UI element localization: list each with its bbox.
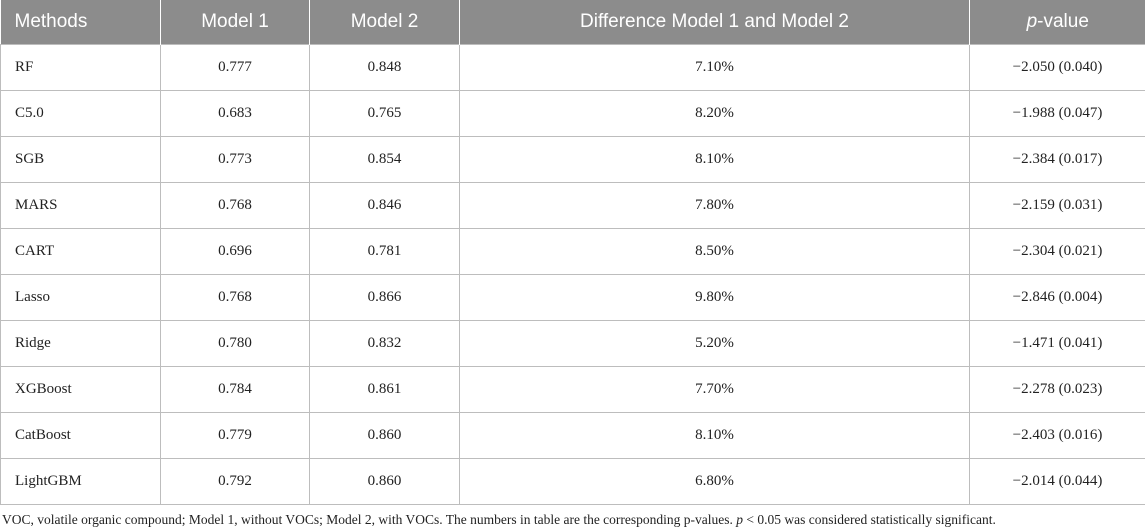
cell-model2: 0.866 (309, 274, 460, 321)
table-body: RF 0.777 0.848 7.10% −2.050 (0.040) C5.0 0.683… (0, 44, 1145, 505)
cell-method: C5.0 (0, 90, 161, 137)
cell-model1: 0.773 (160, 136, 310, 183)
cell-model2: 0.860 (309, 412, 460, 459)
cell-difference: 8.10% (459, 136, 970, 183)
cell-method: LightGBM (0, 458, 161, 505)
cell-method: Lasso (0, 274, 161, 321)
cell-difference: 7.80% (459, 182, 970, 229)
table-header: Methods Model 1 Model 2 Difference Model… (0, 0, 1145, 45)
cell-method: CART (0, 228, 161, 275)
cell-model2: 0.765 (309, 90, 460, 137)
table-row: LightGBM 0.792 0.860 6.80% −2.014 (0.044) (0, 458, 1145, 505)
header-difference: Difference Model 1 and Model 2 (459, 0, 970, 45)
cell-pvalue: −2.159 (0.031) (969, 182, 1145, 229)
cell-difference: 8.50% (459, 228, 970, 275)
cell-difference: 8.10% (459, 412, 970, 459)
cell-difference: 5.20% (459, 320, 970, 367)
cell-model2: 0.854 (309, 136, 460, 183)
cell-model1: 0.792 (160, 458, 310, 505)
table-row: XGBoost 0.784 0.861 7.70% −2.278 (0.023) (0, 366, 1145, 413)
table-row: Lasso 0.768 0.866 9.80% −2.846 (0.004) (0, 274, 1145, 321)
cell-model2: 0.848 (309, 44, 460, 91)
header-methods: Methods (0, 0, 161, 45)
table-footnote: VOC, volatile organic compound; Model 1,… (2, 512, 1142, 528)
footnote-text-1: VOC, volatile organic compound; Model 1,… (2, 512, 737, 527)
table-row: Ridge 0.780 0.832 5.20% −1.471 (0.041) (0, 320, 1145, 367)
footnote-p: p (736, 512, 744, 527)
cell-pvalue: −1.988 (0.047) (969, 90, 1145, 137)
header-pvalue-p: p (1026, 11, 1038, 32)
table-row: SGB 0.773 0.854 8.10% −2.384 (0.017) (0, 136, 1145, 183)
table-row: CART 0.696 0.781 8.50% −2.304 (0.021) (0, 228, 1145, 275)
table-row: C5.0 0.683 0.765 8.20% −1.988 (0.047) (0, 90, 1145, 137)
cell-pvalue: −2.403 (0.016) (969, 412, 1145, 459)
cell-model2: 0.832 (309, 320, 460, 367)
table-row: CatBoost 0.779 0.860 8.10% −2.403 (0.016) (0, 412, 1145, 459)
cell-model1: 0.696 (160, 228, 310, 275)
cell-method: XGBoost (0, 366, 161, 413)
cell-method: SGB (0, 136, 161, 183)
cell-pvalue: −2.846 (0.004) (969, 274, 1145, 321)
cell-difference: 7.10% (459, 44, 970, 91)
header-pvalue: p-value (969, 0, 1145, 45)
cell-model1: 0.768 (160, 182, 310, 229)
cell-difference: 8.20% (459, 90, 970, 137)
table-row: MARS 0.768 0.846 7.80% −2.159 (0.031) (0, 182, 1145, 229)
cell-pvalue: −1.471 (0.041) (969, 320, 1145, 367)
cell-model1: 0.784 (160, 366, 310, 413)
cell-difference: 6.80% (459, 458, 970, 505)
cell-model1: 0.768 (160, 274, 310, 321)
cell-pvalue: −2.278 (0.023) (969, 366, 1145, 413)
cell-model1: 0.779 (160, 412, 310, 459)
header-row: Methods Model 1 Model 2 Difference Model… (0, 0, 1145, 45)
cell-model1: 0.780 (160, 320, 310, 367)
header-model1: Model 1 (160, 0, 310, 45)
cell-pvalue: −2.384 (0.017) (969, 136, 1145, 183)
cell-model2: 0.860 (309, 458, 460, 505)
table-row: RF 0.777 0.848 7.10% −2.050 (0.040) (0, 44, 1145, 91)
cell-model1: 0.777 (160, 44, 310, 91)
cell-difference: 7.70% (459, 366, 970, 413)
cell-method: RF (0, 44, 161, 91)
cell-model2: 0.861 (309, 366, 460, 413)
results-table: Methods Model 1 Model 2 Difference Model… (0, 0, 1145, 505)
cell-difference: 9.80% (459, 274, 970, 321)
cell-method: Ridge (0, 320, 161, 367)
header-model2: Model 2 (309, 0, 460, 45)
header-pvalue-suffix: -value (1037, 11, 1089, 32)
footnote-text-2: < 0.05 was considered statistically sign… (743, 512, 996, 527)
cell-pvalue: −2.014 (0.044) (969, 458, 1145, 505)
cell-method: CatBoost (0, 412, 161, 459)
cell-model2: 0.781 (309, 228, 460, 275)
cell-pvalue: −2.050 (0.040) (969, 44, 1145, 91)
cell-pvalue: −2.304 (0.021) (969, 228, 1145, 275)
cell-model1: 0.683 (160, 90, 310, 137)
cell-method: MARS (0, 182, 161, 229)
cell-model2: 0.846 (309, 182, 460, 229)
